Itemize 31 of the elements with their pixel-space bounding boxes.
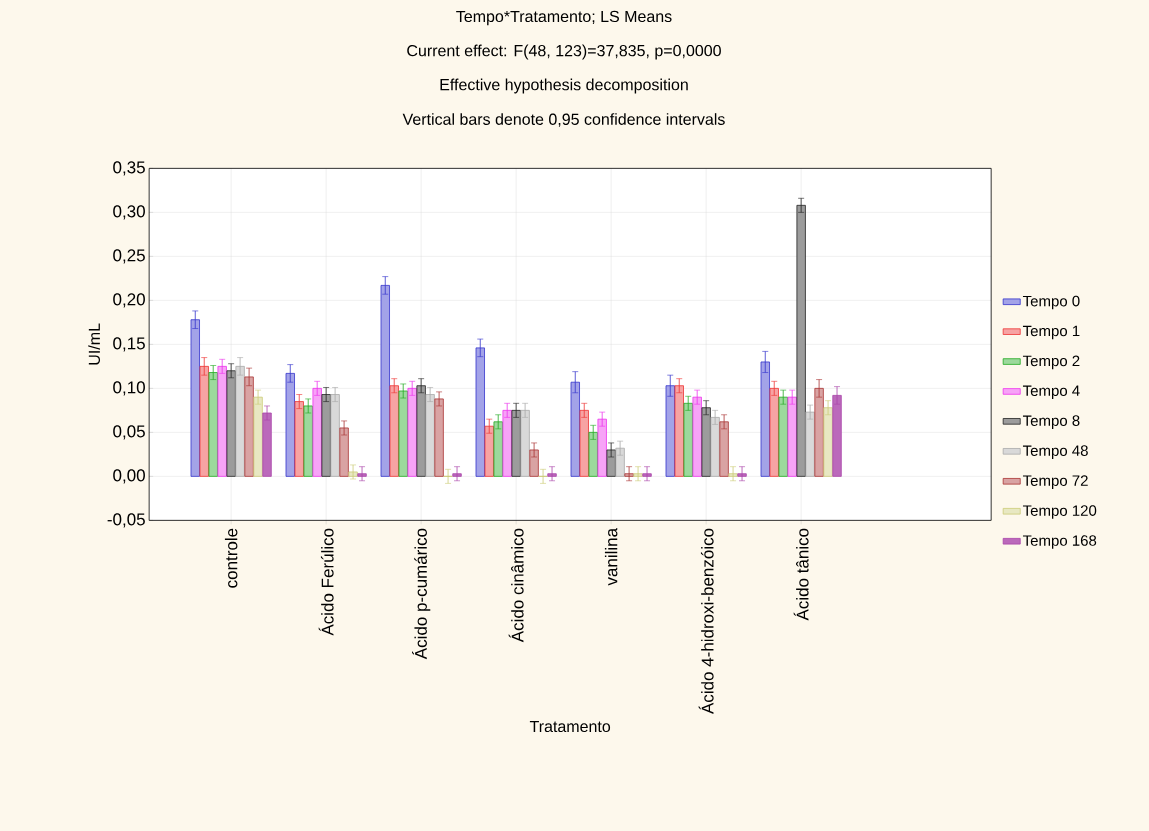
x-tick-label: Ácido Ferúlico [318, 528, 334, 636]
x-tick-label: Ácido cinâmico [508, 528, 524, 643]
legend-label: Tempo 8 [1022, 415, 1080, 429]
x-axis-title: Tratamento [529, 720, 611, 733]
chart-title: Tempo*Tratamento; LS Means [456, 10, 672, 26]
y-tick-label: 0,10 [113, 381, 145, 396]
legend-label: Tempo 168 [1022, 535, 1097, 549]
y-tick-label: 0,15 [113, 337, 145, 352]
legend-label: Tempo 1 [1022, 325, 1080, 340]
x-tick-label: Ácido p-cumárico [412, 528, 431, 660]
x-tick-label: Ácido 4-hidroxi-benzóico [698, 528, 714, 715]
legend-label: Tempo 120 [1022, 505, 1097, 519]
legend-label: Tempo 72 [1022, 475, 1088, 489]
x-tick-label: vanilina [604, 527, 618, 586]
x-tick-label: controle [224, 528, 238, 588]
y-tick-label: 0,00 [113, 469, 145, 484]
legend-label: Tempo 0 [1022, 295, 1080, 310]
text: Effective hypothesis decomposition [440, 78, 688, 94]
y-tick-label: -0,05 [107, 513, 145, 528]
y-tick-label: 0,25 [113, 249, 145, 264]
y-tick-label: 0,05 [113, 425, 145, 440]
x-tick-label: Ácido tânico [793, 528, 809, 621]
y-tick-label: 0,20 [113, 293, 145, 308]
legend-label: Tempo 48 [1022, 445, 1088, 459]
y-tick-label: 0,30 [113, 205, 145, 220]
chart-subtitle: Current effect: F(48, 123)=37,835, p=0,0000 [407, 44, 721, 60]
legend-label: Tempo 2 [1022, 355, 1080, 370]
y-tick-label: 0,35 [113, 161, 145, 176]
text: Vertical bars denote 0,95 confidence intervals [402, 113, 725, 127]
legend-label: Tempo 4 [1022, 385, 1080, 399]
y-axis-title: UI/mL [88, 323, 101, 365]
